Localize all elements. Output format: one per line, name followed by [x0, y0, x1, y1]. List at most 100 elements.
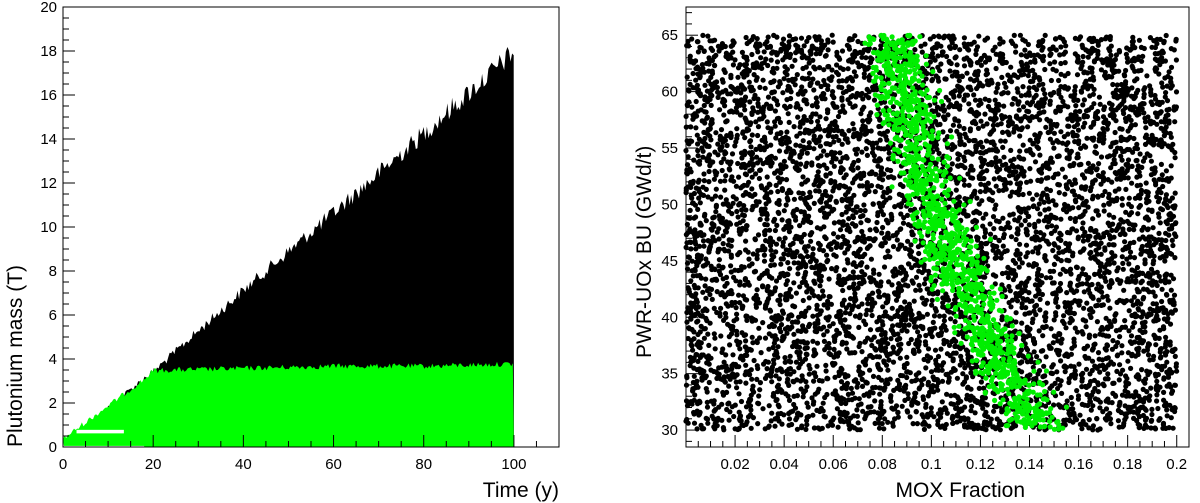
scatter-point-black	[821, 77, 827, 84]
scatter-point-black	[902, 299, 908, 305]
scatter-point-black	[791, 393, 797, 399]
scatter-point-black	[901, 365, 908, 371]
scatter-point-black	[1158, 125, 1164, 131]
left-y-tick-label: 8	[49, 263, 57, 280]
scatter-point-black	[912, 390, 918, 396]
scatter-point-black	[1046, 241, 1052, 247]
scatter-point-black	[797, 284, 803, 290]
scatter-point-black	[1001, 154, 1007, 160]
scatter-point-black	[718, 127, 725, 133]
scatter-point-black	[731, 178, 737, 184]
scatter-point-black	[817, 114, 823, 120]
scatter-point-black	[1084, 391, 1090, 398]
scatter-point-black	[757, 387, 763, 393]
scatter-point-black	[1112, 56, 1118, 63]
scatter-point-black	[1081, 97, 1087, 103]
left-y-tick-label: 0	[49, 439, 57, 456]
scatter-point-black	[1136, 204, 1142, 210]
scatter-point-black	[1099, 192, 1106, 198]
scatter-point-black	[719, 77, 726, 83]
scatter-point-black	[720, 233, 726, 239]
scatter-point-black	[867, 55, 874, 61]
scatter-point-black	[823, 315, 829, 321]
scatter-point-black	[1101, 383, 1107, 389]
scatter-point-black	[1010, 257, 1016, 264]
scatter-point-black	[1088, 407, 1094, 413]
scatter-point-black	[993, 89, 999, 95]
scatter-point-black	[1148, 158, 1154, 164]
scatter-point-black	[858, 220, 864, 226]
scatter-point-black	[913, 408, 919, 415]
scatter-point-black	[797, 106, 804, 112]
scatter-point-black	[780, 90, 786, 96]
scatter-point-black	[873, 226, 879, 232]
scatter-point-black	[929, 76, 936, 83]
scatter-point-black	[781, 158, 788, 164]
scatter-point-black	[1020, 84, 1026, 90]
scatter-point-black	[1128, 93, 1135, 99]
scatter-point-black	[845, 397, 852, 403]
scatter-point-black	[825, 305, 831, 311]
scatter-point-black	[1150, 225, 1156, 231]
scatter-point-black	[728, 43, 734, 49]
scatter-point-black	[1036, 201, 1042, 207]
scatter-point-black	[1130, 34, 1136, 41]
scatter-point-black	[1149, 406, 1155, 412]
scatter-point-black	[1041, 325, 1047, 331]
scatter-point-black	[867, 367, 873, 373]
scatter-point-black	[778, 170, 784, 176]
scatter-point-black	[1121, 136, 1127, 142]
scatter-point-black	[685, 154, 691, 160]
scatter-point-black	[1067, 320, 1073, 326]
scatter-point-black	[1152, 96, 1159, 102]
scatter-point-black	[736, 391, 742, 397]
scatter-point-black	[1051, 261, 1057, 267]
scatter-point-black	[693, 125, 699, 131]
scatter-point-black	[984, 71, 991, 77]
scatter-point-black	[833, 268, 839, 274]
scatter-point-black	[834, 244, 840, 250]
scatter-point-black	[1102, 69, 1108, 75]
scatter-point-black	[800, 174, 806, 180]
scatter-point-black	[966, 47, 972, 53]
scatter-point-black	[694, 378, 700, 384]
scatter-point-black	[948, 393, 954, 399]
scatter-point-black	[778, 162, 784, 168]
scatter-point-black	[1139, 320, 1145, 326]
scatter-point-black	[1083, 366, 1090, 372]
scatter-point-black	[933, 357, 939, 363]
scatter-point-black	[741, 151, 747, 157]
scatter-point-black	[810, 401, 817, 407]
scatter-point-black	[817, 143, 824, 149]
scatter-point-black	[857, 183, 863, 189]
scatter-point-black	[1149, 411, 1155, 418]
scatter-point-black	[786, 43, 792, 49]
scatter-point-black	[853, 377, 859, 383]
scatter-point-black	[1124, 279, 1130, 285]
scatter-point-black	[786, 119, 792, 125]
scatter-point-black	[987, 116, 994, 122]
scatter-point-black	[714, 79, 720, 85]
scatter-point-black	[1013, 236, 1019, 243]
scatter-point-black	[1043, 354, 1049, 360]
scatter-point-black	[881, 426, 887, 432]
scatter-point-black	[929, 46, 936, 52]
scatter-point-black	[705, 416, 711, 422]
scatter-point-black	[704, 307, 710, 314]
scatter-point-black	[1117, 126, 1123, 132]
scatter-point-black	[856, 396, 862, 402]
scatter-point-black	[837, 227, 844, 233]
scatter-point-black	[772, 108, 779, 114]
scatter-point-black	[793, 217, 799, 223]
scatter-point-black	[856, 280, 863, 286]
scatter-point-black	[823, 116, 829, 122]
left-y-tick-label: 12	[40, 175, 57, 192]
scatter-point-black	[965, 362, 971, 368]
scatter-point-black	[923, 76, 929, 82]
scatter-point-black	[1031, 261, 1037, 267]
scatter-point-black	[885, 156, 892, 162]
scatter-point-black	[717, 107, 723, 113]
scatter-point-black	[1085, 237, 1091, 243]
scatter-point-black	[786, 313, 792, 319]
scatter-point-black	[799, 373, 805, 379]
